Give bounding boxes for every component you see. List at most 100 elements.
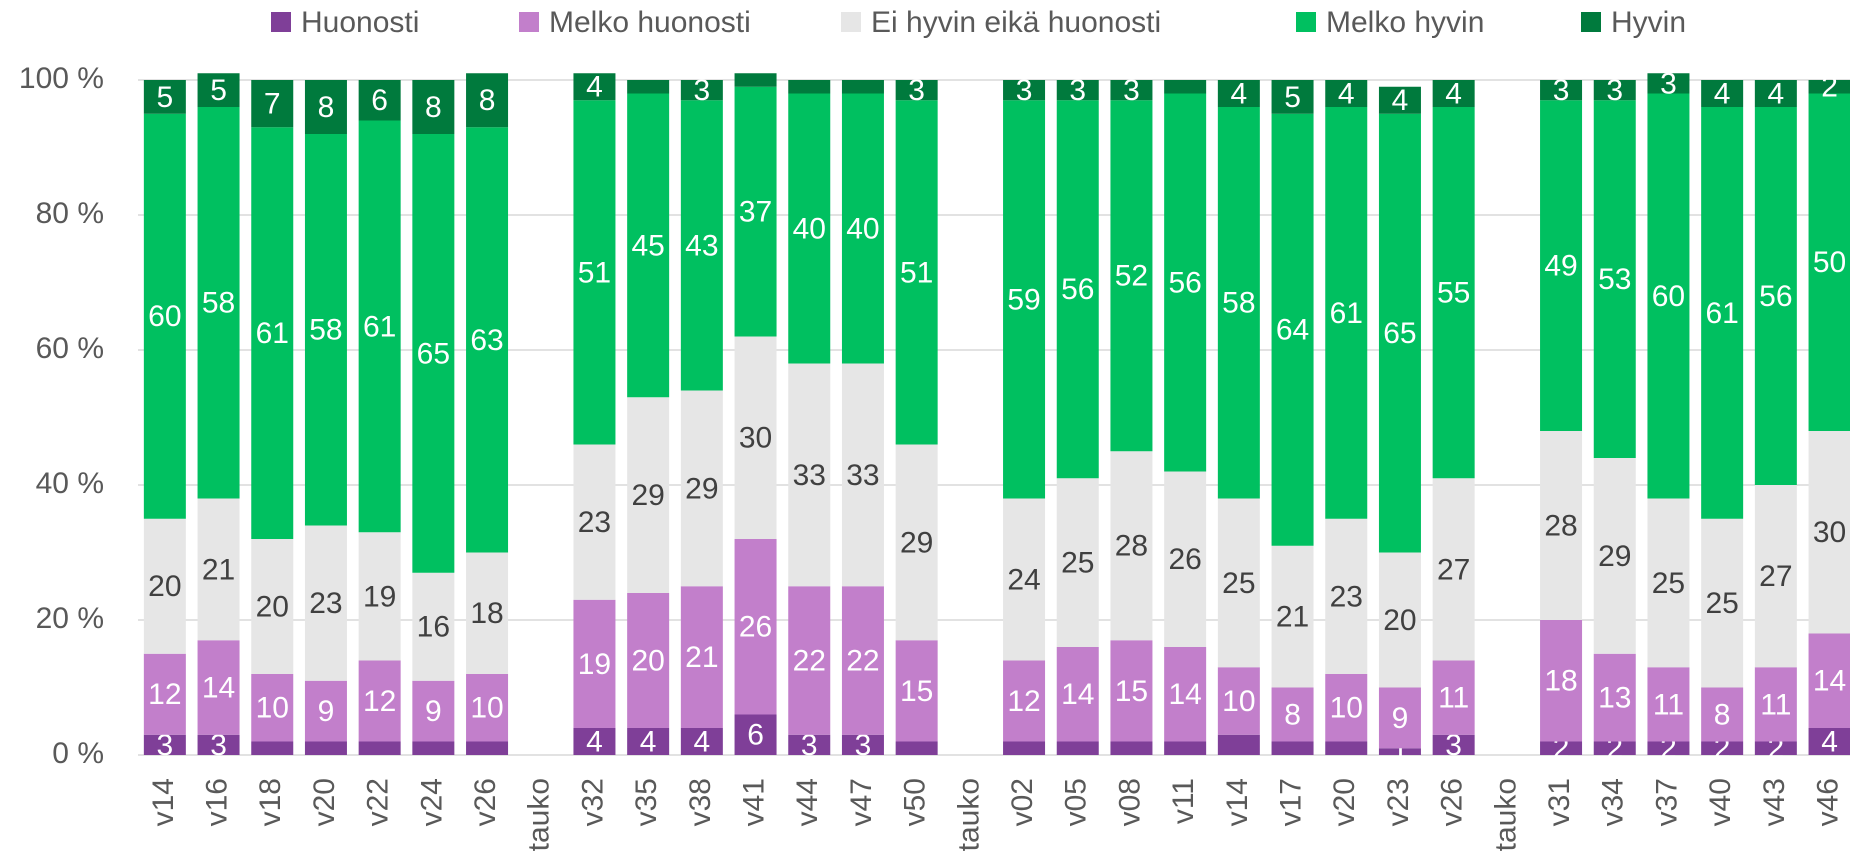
data-label: 4 bbox=[1231, 77, 1248, 110]
data-label: 12 bbox=[363, 685, 396, 718]
y-tick-label: 0 % bbox=[52, 737, 104, 770]
bar-segment bbox=[358, 741, 401, 755]
data-label: 8 bbox=[479, 84, 496, 117]
data-label: 11 bbox=[1760, 688, 1791, 721]
data-label: 20 bbox=[148, 570, 181, 603]
legend-swatch bbox=[519, 12, 539, 32]
bar-segment bbox=[734, 714, 777, 755]
bar-segment bbox=[1540, 80, 1583, 101]
bar-segment bbox=[1378, 552, 1421, 688]
bar-segment bbox=[466, 127, 509, 553]
bar-segment bbox=[1056, 741, 1099, 755]
data-label: 40 bbox=[793, 212, 826, 245]
data-label: 11 bbox=[1653, 688, 1684, 721]
data-label: 8 bbox=[318, 91, 335, 124]
data-label: 8 bbox=[1714, 698, 1731, 731]
data-label: 15 bbox=[900, 675, 933, 708]
data-label: 9 bbox=[1392, 702, 1409, 735]
data-label: 51 bbox=[900, 256, 933, 289]
data-label: 20 bbox=[631, 644, 664, 677]
data-label: 20 bbox=[1383, 604, 1416, 637]
data-label: 10 bbox=[1222, 685, 1255, 718]
x-tick-label: v22 bbox=[362, 778, 395, 826]
x-tick-label: v02 bbox=[1006, 778, 1039, 826]
data-label: 4 bbox=[586, 71, 603, 104]
bar-segment bbox=[1432, 478, 1475, 661]
legend-label: Ei hyvin eikä huonosti bbox=[871, 6, 1161, 39]
bar-segment bbox=[1540, 620, 1583, 742]
bar-segment bbox=[304, 741, 347, 755]
bar-segment bbox=[627, 728, 670, 755]
data-label: 29 bbox=[631, 479, 664, 512]
bar-segment bbox=[573, 444, 616, 600]
bar-segment bbox=[1754, 107, 1797, 485]
data-label: 4 bbox=[1392, 84, 1409, 117]
data-label: 55 bbox=[1437, 277, 1470, 310]
bar-segment bbox=[358, 532, 401, 661]
data-label: 3 bbox=[1553, 74, 1570, 107]
x-tick-label: v20 bbox=[1328, 778, 1361, 826]
bar-segment bbox=[1432, 80, 1475, 107]
data-label: 50 bbox=[1813, 246, 1846, 279]
data-label: 43 bbox=[685, 229, 718, 262]
bar-segment bbox=[895, 80, 938, 101]
bar-segment bbox=[734, 539, 777, 715]
data-label: 22 bbox=[793, 644, 826, 677]
bar-segment bbox=[573, 73, 616, 101]
bar-segment bbox=[680, 586, 723, 728]
data-label: 3 bbox=[1069, 74, 1086, 107]
data-label: 4 bbox=[694, 725, 711, 758]
data-label: 3 bbox=[1123, 74, 1140, 107]
x-tick-label: v35 bbox=[630, 778, 663, 826]
bar-segment bbox=[1110, 100, 1153, 452]
legend-label: Hyvin bbox=[1611, 6, 1686, 39]
bar-segment bbox=[1164, 647, 1207, 742]
y-tick-label: 20 % bbox=[36, 602, 104, 635]
data-label: 29 bbox=[900, 526, 933, 559]
bar-segment bbox=[1003, 100, 1046, 499]
bar-segment bbox=[1217, 667, 1260, 735]
bar-segment bbox=[1056, 478, 1099, 647]
data-label: 27 bbox=[1759, 560, 1792, 593]
data-label: 3 bbox=[1016, 74, 1033, 107]
bar-segment bbox=[1164, 741, 1207, 755]
x-tick-label: v20 bbox=[308, 778, 341, 826]
bar-segment bbox=[788, 586, 831, 735]
data-label: 65 bbox=[1383, 317, 1416, 350]
data-label: 5 bbox=[210, 74, 227, 107]
data-label: 58 bbox=[309, 314, 342, 347]
x-tick-label: v31 bbox=[1543, 778, 1576, 826]
bar-segment bbox=[1378, 748, 1421, 755]
data-label: 56 bbox=[1061, 273, 1094, 306]
bar-segment bbox=[1808, 633, 1850, 728]
data-label: 13 bbox=[1598, 682, 1631, 715]
data-label: 6 bbox=[747, 719, 764, 752]
bar-segment bbox=[1701, 80, 1744, 107]
x-tick-label: v26 bbox=[469, 778, 502, 826]
bar-segment bbox=[841, 363, 884, 587]
bar-segment bbox=[1217, 734, 1260, 755]
bar-segment bbox=[734, 86, 777, 337]
bar-segment bbox=[1754, 667, 1797, 742]
bar-segment bbox=[304, 680, 347, 742]
data-label: 4 bbox=[1338, 77, 1355, 110]
data-label: 61 bbox=[256, 317, 289, 350]
bar-segment bbox=[1593, 100, 1636, 458]
bar-segment bbox=[143, 113, 186, 519]
data-label: 4 bbox=[1821, 725, 1838, 758]
bar-segment bbox=[304, 525, 347, 681]
x-tick-label: v18 bbox=[254, 778, 287, 826]
legend-swatch bbox=[1296, 12, 1316, 32]
data-label: 3 bbox=[1660, 67, 1677, 100]
data-label: 3 bbox=[801, 729, 818, 762]
x-tick-label: tauko bbox=[523, 778, 556, 851]
bar-segment bbox=[1701, 687, 1744, 742]
data-label: 10 bbox=[256, 692, 289, 725]
bar-segment bbox=[1754, 741, 1797, 755]
data-label: 25 bbox=[1652, 567, 1685, 600]
data-label: 25 bbox=[1705, 587, 1738, 620]
bar-segment bbox=[1378, 86, 1421, 114]
bar-segment bbox=[143, 80, 186, 114]
bar-segment bbox=[143, 653, 186, 735]
data-label: 26 bbox=[1168, 543, 1201, 576]
